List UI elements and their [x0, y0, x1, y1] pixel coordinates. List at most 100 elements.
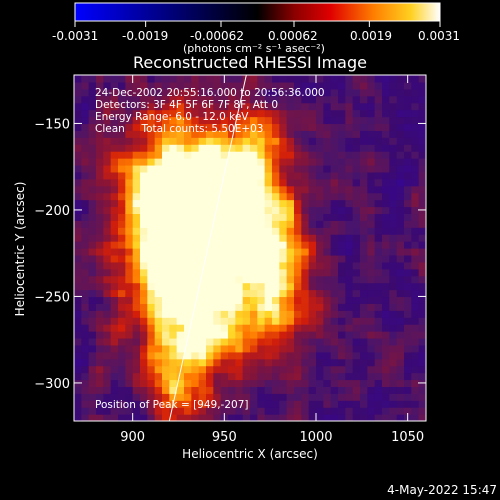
heatmap-cell [294, 289, 302, 298]
heatmap-cell [206, 393, 214, 401]
heatmap-cell [103, 351, 112, 360]
heatmap-cell [140, 351, 148, 360]
heatmap-cell [382, 185, 390, 194]
heatmap-cell [242, 303, 251, 311]
heatmap-cell [286, 185, 295, 194]
heatmap-cell [338, 248, 346, 256]
heatmap-cell [242, 130, 251, 138]
heatmap-cell [242, 88, 251, 97]
heatmap-cell [404, 171, 412, 180]
heatmap-cell [169, 344, 178, 353]
heatmap-cell [367, 158, 376, 166]
y-tick-label: −200 [34, 204, 70, 219]
heatmap-cell [411, 282, 420, 291]
heatmap-cell [184, 144, 192, 152]
heatmap-cell [294, 220, 302, 228]
heatmap-cell [125, 275, 134, 284]
heatmap-cell [418, 227, 426, 235]
heatmap-cell [184, 317, 192, 325]
heatmap-cell [396, 199, 405, 208]
heatmap-cell [272, 254, 280, 263]
heatmap-cell [389, 178, 398, 187]
heatmap-cell [323, 213, 332, 221]
heatmap-cell [301, 310, 310, 318]
heatmap-cell [125, 81, 134, 90]
heatmap-cell [228, 213, 236, 221]
heatmap-cell [257, 116, 266, 125]
heatmap-cell [191, 81, 200, 90]
heatmap-cell [235, 206, 244, 214]
heatmap-cell [147, 365, 156, 374]
heatmap-cell [294, 130, 302, 138]
heatmap-cell [191, 358, 200, 367]
heatmap-cell [374, 324, 383, 332]
heatmap-cell [301, 414, 310, 421]
heatmap-cell [279, 130, 288, 138]
heatmap-cell [382, 254, 390, 263]
heatmap-cell [96, 351, 104, 360]
heatmap-cell [323, 171, 332, 180]
heatmap-cell [279, 164, 288, 173]
heatmap-cell [198, 372, 207, 381]
heatmap-cell [184, 199, 192, 208]
heatmap-cell [389, 227, 398, 235]
heatmap-cell [382, 379, 390, 387]
heatmap-cell [250, 365, 258, 374]
heatmap-cell [220, 185, 229, 194]
heatmap-cell [352, 296, 361, 304]
heatmap-cell [162, 372, 170, 381]
heatmap-cell [162, 386, 170, 394]
heatmap-cell [88, 227, 97, 235]
heatmap-cell [206, 185, 214, 194]
heatmap-cell [294, 393, 302, 401]
heatmap-cell [404, 275, 412, 284]
heatmap-cell [154, 213, 163, 221]
heatmap-cell [360, 365, 368, 374]
heatmap-cell [169, 185, 178, 194]
heatmap-cell [272, 282, 280, 291]
heatmap-cell [294, 331, 302, 339]
heatmap-cell [352, 123, 361, 131]
heatmap-cell [316, 206, 324, 214]
heatmap-cell [103, 344, 112, 353]
heatmap-cell [103, 254, 112, 263]
heatmap-cell [206, 344, 214, 353]
heatmap-cell [125, 137, 134, 145]
heatmap-cell [396, 164, 405, 173]
heatmap-cell [250, 407, 258, 415]
heatmap-cell [118, 275, 126, 284]
heatmap-cell [418, 109, 426, 118]
heatmap-cell [404, 88, 412, 97]
heatmap-cell [81, 95, 90, 104]
heatmap-cell [279, 102, 288, 111]
heatmap-cell [88, 344, 97, 353]
heatmap-cell [257, 102, 266, 111]
heatmap-cell [352, 185, 361, 194]
heatmap-cell [147, 344, 156, 353]
heatmap-cell [330, 199, 339, 208]
heatmap-cell [316, 213, 324, 221]
heatmap-cell [323, 268, 332, 277]
heatmap-cell [103, 310, 112, 318]
heatmap-cell [250, 116, 258, 125]
heatmap-cell [242, 344, 251, 353]
heatmap-cell [191, 282, 200, 291]
heatmap-cell [81, 254, 90, 263]
heatmap-cell [294, 81, 302, 90]
heatmap-cell [169, 268, 178, 277]
heatmap-cell [74, 303, 82, 311]
heatmap-cell [191, 102, 200, 111]
heatmap-cell [206, 144, 214, 152]
heatmap-cell [242, 241, 251, 249]
heatmap-cell [374, 116, 383, 125]
heatmap-cell [140, 379, 148, 387]
heatmap-cell [316, 227, 324, 235]
heatmap-cell [264, 289, 273, 298]
heatmap-cell [191, 213, 200, 221]
heatmap-cell [301, 268, 310, 277]
heatmap-cell [191, 75, 200, 83]
heatmap-cell [242, 192, 251, 201]
heatmap-cell [345, 407, 354, 415]
heatmap-cell [279, 213, 288, 221]
heatmap-cell [411, 185, 420, 194]
